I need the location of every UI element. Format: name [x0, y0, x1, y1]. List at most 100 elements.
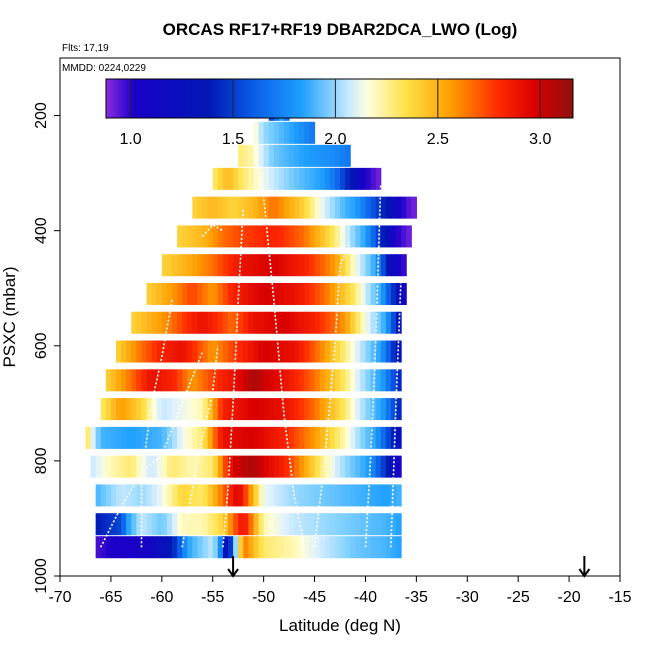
heatmap-cell	[278, 282, 285, 305]
heatmap-cell	[217, 455, 224, 478]
heatmap-cell	[233, 196, 239, 219]
heatmap-cell	[340, 340, 346, 363]
y-tick-label: 400	[33, 217, 50, 244]
heatmap-cell	[375, 225, 382, 248]
heatmap-cell	[309, 484, 316, 507]
heatmap-cell	[385, 225, 392, 248]
heatmap-cell	[253, 426, 260, 449]
heatmap-cell	[365, 196, 372, 219]
heatmap-cell	[375, 455, 382, 478]
heatmap-cell	[350, 340, 356, 363]
heatmap-cell	[233, 369, 239, 392]
heatmap-cell	[151, 513, 158, 536]
heatmap-cell	[304, 144, 311, 167]
heatmap-cell	[151, 426, 158, 449]
heatmap-row	[253, 121, 316, 144]
heatmap-cell	[121, 455, 127, 478]
heatmap-cell	[324, 484, 331, 507]
heatmap-cell	[202, 455, 209, 478]
heatmap-cell	[278, 536, 285, 559]
heatmap-cell	[182, 225, 188, 248]
heatmap-cell	[299, 282, 305, 305]
heatmap-cell	[370, 254, 377, 277]
heatmap-cell	[110, 513, 117, 536]
heatmap-cell	[263, 225, 270, 248]
heatmap-cell	[365, 398, 372, 421]
heatmap-cell	[207, 254, 214, 277]
heatmap-cell	[253, 340, 260, 363]
heatmap-cell	[95, 455, 102, 478]
heatmap-cell	[177, 484, 183, 507]
heatmap-cell	[212, 455, 219, 478]
heatmap-cell	[197, 426, 204, 449]
heatmap-cell	[345, 426, 351, 449]
heatmap-cell	[365, 426, 372, 449]
heatmap-cell	[334, 340, 341, 363]
heatmap-cell	[314, 426, 321, 449]
heatmap-cell	[314, 311, 321, 334]
heatmap-cell	[294, 369, 300, 392]
heatmap-cell	[299, 484, 305, 507]
heatmap-cell	[212, 426, 219, 449]
heatmap-cell	[207, 455, 214, 478]
heatmap-cell	[228, 369, 234, 392]
heatmap-cell	[95, 536, 102, 559]
heatmap-cell	[299, 311, 305, 334]
heatmap-cell	[345, 340, 351, 363]
heatmap-cell	[284, 513, 290, 536]
heatmap-cell	[202, 369, 209, 392]
heatmap-cell	[146, 282, 153, 305]
heatmap-cell	[324, 398, 331, 421]
heatmap-cell	[202, 536, 209, 559]
heatmap-cell	[345, 484, 351, 507]
heatmap-cell	[172, 513, 178, 536]
heatmap-cell	[172, 282, 178, 305]
heatmap-cell	[314, 455, 321, 478]
heatmap-cell	[263, 455, 270, 478]
heatmap-row	[90, 455, 402, 478]
heatmap-cell	[396, 484, 402, 507]
heatmap-cell	[365, 167, 372, 190]
colorbar-tick-label: 3.0	[529, 131, 551, 148]
heatmap-cell	[370, 225, 377, 248]
heatmap-cell	[299, 426, 305, 449]
y-tick-label: 1000	[33, 558, 50, 594]
heatmap-cell	[90, 426, 97, 449]
heatmap-cell	[324, 196, 331, 219]
heatmap-cell	[243, 426, 249, 449]
heatmap-cell	[222, 426, 229, 449]
heatmap-cell	[228, 455, 234, 478]
heatmap-cell	[248, 225, 255, 248]
heatmap-cell	[334, 398, 341, 421]
heatmap-cell	[243, 513, 249, 536]
heatmap-cell	[268, 196, 275, 219]
heatmap-cell	[360, 398, 367, 421]
heatmap-cell	[207, 196, 214, 219]
heatmap-cell	[161, 426, 168, 449]
heatmap-cell	[289, 282, 295, 305]
heatmap-cell	[334, 513, 341, 536]
x-tick-label: -25	[507, 589, 530, 606]
heatmap-cell	[192, 484, 199, 507]
heatmap-cell	[131, 369, 137, 392]
heatmap-cell	[289, 513, 295, 536]
heatmap-cell	[222, 196, 229, 219]
heatmap-cell	[299, 144, 305, 167]
heatmap-cell	[299, 455, 305, 478]
heatmap-cell	[238, 484, 244, 507]
heatmap-cell	[273, 340, 280, 363]
heatmap-cell	[289, 121, 295, 144]
heatmap-cell	[233, 426, 239, 449]
heatmap-cell	[390, 536, 397, 559]
heatmap-cell	[217, 426, 224, 449]
y-tick-label: 600	[33, 332, 50, 359]
heatmap-cell	[172, 426, 178, 449]
heatmap-cell	[314, 484, 321, 507]
heatmap-cell	[390, 254, 397, 277]
heatmap-cell	[304, 536, 311, 559]
heatmap-cell	[314, 144, 321, 167]
heatmap-cell	[253, 536, 260, 559]
heatmap-cell	[268, 311, 275, 334]
heatmap-cell	[350, 513, 356, 536]
